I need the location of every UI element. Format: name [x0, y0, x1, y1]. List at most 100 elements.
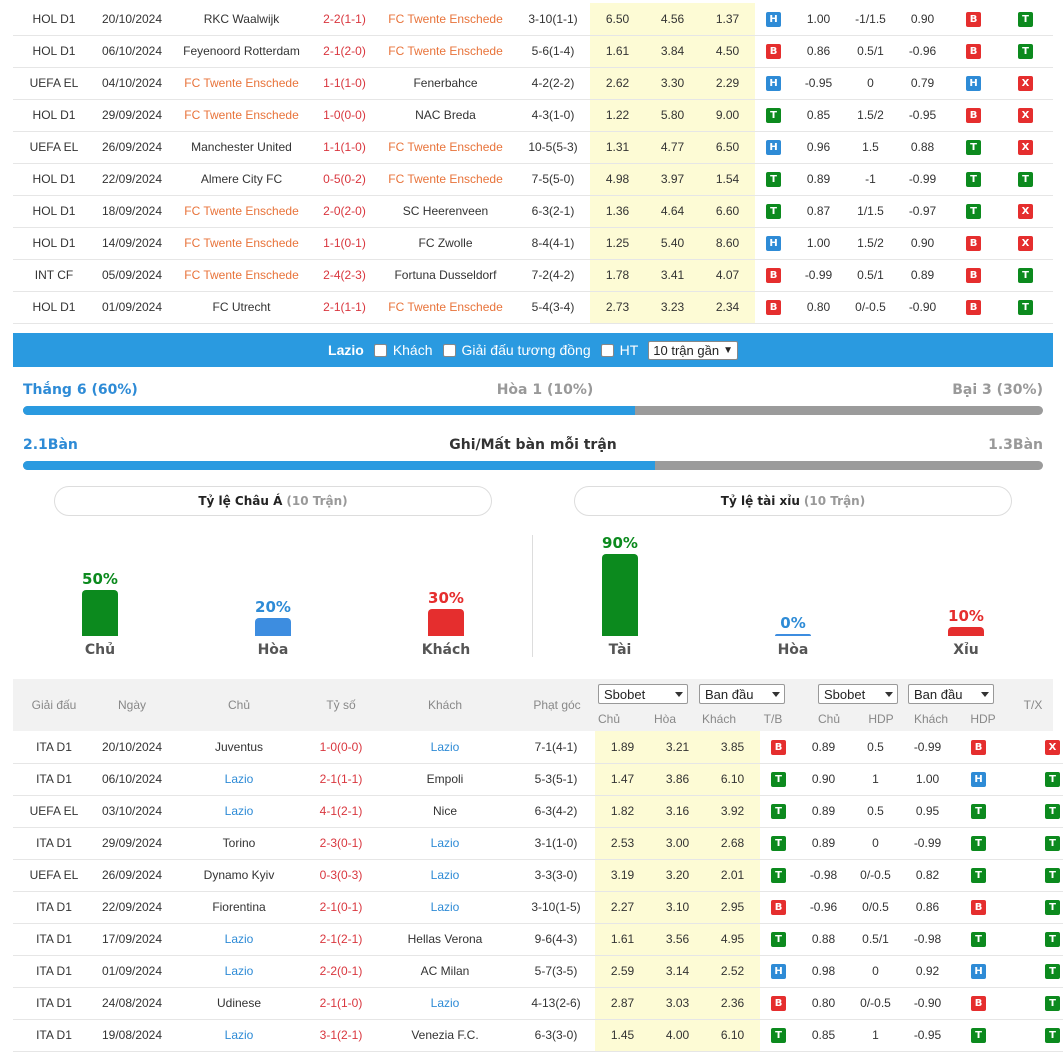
league-cell-wrap: HOL D1: [13, 291, 95, 324]
score-cell-wrap[interactable]: 2-1(1-0): [309, 987, 373, 1020]
score-cell-wrap[interactable]: 2-2(0-1): [309, 955, 373, 988]
home-team-cell-wrap[interactable]: FC Twente Enschede: [169, 259, 314, 292]
score-cell-wrap[interactable]: 1-1(1-0): [314, 67, 375, 100]
home-team-cell-wrap[interactable]: Torino: [169, 827, 309, 860]
odds-draw-cell-wrap: 3.97: [645, 163, 700, 196]
hdp-home-cell-wrap: 0.85: [797, 1019, 850, 1052]
score-cell-wrap[interactable]: 1-1(1-0): [314, 131, 375, 164]
away-team-cell-wrap[interactable]: Venezia F.C.: [373, 1019, 517, 1052]
hdp-result-badge-cell: H: [954, 955, 1003, 988]
home-team-cell-wrap[interactable]: FC Twente Enschede: [169, 227, 314, 260]
hdp-line-cell: 0/-0.5: [860, 996, 891, 1010]
hdp-result-badge: T: [971, 836, 986, 851]
score-cell-wrap[interactable]: 2-1(1-1): [314, 291, 375, 324]
ht-label: HT: [619, 342, 639, 358]
score-cell-wrap[interactable]: 2-3(0-1): [309, 827, 373, 860]
overunder-label-2: Xỉu: [953, 642, 979, 658]
home-team-cell-wrap[interactable]: Lazio: [169, 1019, 309, 1052]
away-team-cell-wrap[interactable]: SC Heerenveen: [375, 195, 516, 228]
away-team-cell-wrap[interactable]: FC Twente Enschede: [375, 291, 516, 324]
corner-cell-wrap: 4-13(2-6): [517, 987, 595, 1020]
home-team-cell-wrap[interactable]: FC Twente Enschede: [169, 195, 314, 228]
odds-home-cell: 1.61: [610, 932, 635, 946]
away-team-cell-wrap[interactable]: Hellas Verona: [373, 923, 517, 956]
home-team-cell-wrap[interactable]: FC Utrecht: [169, 291, 314, 324]
score-cell-wrap[interactable]: 0-5(0-2): [314, 163, 375, 196]
away-team-cell-wrap[interactable]: Lazio: [373, 891, 517, 924]
home-team-cell-wrap[interactable]: FC Twente Enschede: [169, 67, 314, 100]
ht-checkbox[interactable]: HT: [600, 342, 639, 358]
away-team-cell-wrap[interactable]: FC Twente Enschede: [375, 3, 516, 36]
score-cell-wrap[interactable]: 0-3(0-3): [309, 859, 373, 892]
score-cell-wrap[interactable]: 2-4(2-3): [314, 259, 375, 292]
home-team-cell-wrap[interactable]: Lazio: [169, 955, 309, 988]
away-team-cell-wrap[interactable]: AC Milan: [373, 955, 517, 988]
date-cell-wrap: 22/09/2024: [95, 163, 169, 196]
away-team-cell-wrap[interactable]: Empoli: [373, 763, 517, 796]
home-team-cell-wrap[interactable]: RKC Waalwijk: [169, 3, 314, 36]
away-team-cell-wrap[interactable]: FC Twente Enschede: [375, 131, 516, 164]
away-team-cell-wrap[interactable]: Lazio: [373, 859, 517, 892]
home-team-cell-wrap[interactable]: Almere City FC: [169, 163, 314, 196]
score-cell-wrap[interactable]: 1-1(0-1): [314, 227, 375, 260]
away-team-cell-wrap[interactable]: Nice: [373, 795, 517, 828]
home-team-cell-wrap[interactable]: Manchester United: [169, 131, 314, 164]
home-team-cell-wrap[interactable]: Feyenoord Rotterdam: [169, 35, 314, 68]
home-team-cell-wrap[interactable]: Udinese: [169, 987, 309, 1020]
corner-cell: 4-3(1-0): [531, 108, 575, 122]
score-cell-wrap[interactable]: 2-1(2-1): [309, 923, 373, 956]
away-team-cell-wrap[interactable]: Lazio: [373, 827, 517, 860]
away-team-cell-wrap[interactable]: FC Twente Enschede: [375, 35, 516, 68]
hdp-line-cell: 0/-0.5: [855, 300, 886, 314]
score-cell: 1-0(0-0): [319, 739, 363, 754]
date-cell-wrap: 20/10/2024: [95, 3, 169, 36]
home-team-cell-wrap[interactable]: FC Twente Enschede: [169, 99, 314, 132]
match-count-select[interactable]: 10 trận gần ▼: [648, 340, 738, 360]
corner-cell: 6-3(4-2): [534, 804, 578, 818]
home-team-cell-wrap[interactable]: Fiorentina: [169, 891, 309, 924]
score-cell-wrap[interactable]: 2-1(0-1): [309, 891, 373, 924]
date-cell: 26/09/2024: [101, 140, 163, 154]
result-badge: B: [766, 44, 781, 59]
bookmaker-select-1[interactable]: Sbobet: [598, 684, 688, 704]
score-cell-wrap[interactable]: 2-0(2-0): [314, 195, 375, 228]
col-hdp: HDP: [868, 712, 894, 726]
asian-handicap-tab[interactable]: Tỷ lệ Châu Á (10 Trận): [54, 486, 492, 516]
home-team-cell-wrap[interactable]: Dynamo Kyiv: [169, 859, 309, 892]
same-league-checkbox[interactable]: Giải đấu tương đồng: [442, 342, 591, 358]
odds-draw-cell-wrap: 3.16: [650, 795, 705, 828]
away-team-cell-wrap[interactable]: Lazio: [373, 731, 517, 764]
home-team-cell-wrap[interactable]: Lazio: [169, 923, 309, 956]
home-team-cell-wrap[interactable]: Lazio: [169, 795, 309, 828]
score-cell-wrap[interactable]: 2-1(1-1): [309, 763, 373, 796]
score-cell-wrap[interactable]: 3-1(2-1): [309, 1019, 373, 1052]
away-team-cell-wrap[interactable]: FC Twente Enschede: [375, 163, 516, 196]
result-badge-cell: T: [760, 923, 797, 956]
over-under-tab[interactable]: Tỷ lệ tài xỉu (10 Trận): [574, 486, 1012, 516]
odds-type-select-2[interactable]: Ban đầu: [908, 684, 994, 704]
away-team-cell-wrap[interactable]: NAC Breda: [375, 99, 516, 132]
home-team-cell-wrap[interactable]: Lazio: [169, 763, 309, 796]
odds-away-cell-wrap: 2.29: [700, 67, 755, 100]
home-team-cell-wrap[interactable]: Juventus: [169, 731, 309, 764]
hdp-away-cell: 0.92: [915, 964, 940, 978]
away-team-cell-wrap[interactable]: Lazio: [373, 987, 517, 1020]
away-team-cell-wrap[interactable]: Fortuna Dusseldorf: [375, 259, 516, 292]
hdp-line-cell: 1.5/2: [857, 236, 884, 250]
league-cell-wrap: UEFA EL: [13, 67, 95, 100]
score-cell-wrap[interactable]: 1-0(0-0): [314, 99, 375, 132]
hdp-away-cell-wrap: 0.90: [896, 3, 949, 36]
away-filter-checkbox[interactable]: Khách: [373, 342, 433, 358]
score-cell-wrap[interactable]: 1-0(0-0): [309, 731, 373, 764]
away-team-cell-wrap[interactable]: FC Zwolle: [375, 227, 516, 260]
home-team-cell: Juventus: [214, 739, 264, 754]
away-team-cell-wrap[interactable]: Fenerbahce: [375, 67, 516, 100]
hdp-home-cell: 1.00: [806, 11, 831, 26]
score-cell-wrap[interactable]: 2-2(1-1): [314, 3, 375, 36]
corner-cell-wrap: 3-10(1-1): [516, 3, 590, 36]
odds-type-select-1[interactable]: Ban đầu: [699, 684, 785, 704]
hdp-line-cell-wrap: 0/-0.5: [850, 987, 901, 1020]
bookmaker-select-2[interactable]: Sbobet: [818, 684, 898, 704]
score-cell-wrap[interactable]: 4-1(2-1): [309, 795, 373, 828]
score-cell-wrap[interactable]: 2-1(2-0): [314, 35, 375, 68]
